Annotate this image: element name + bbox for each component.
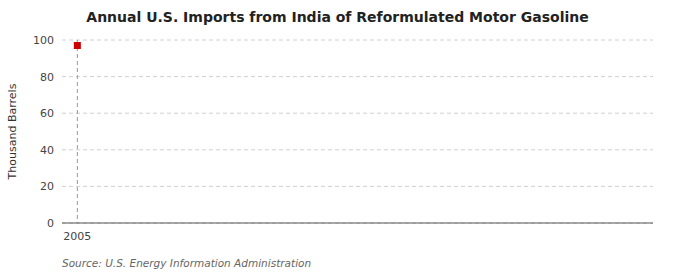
data-point (74, 42, 81, 49)
grid-line (62, 149, 653, 150)
x-axis-line (62, 223, 653, 224)
grid-line (62, 223, 653, 224)
y-tick-label: 20 (40, 180, 54, 193)
background (0, 0, 675, 275)
y-tick-label: 100 (33, 34, 54, 47)
title: Annual U.S. Imports from India of Reform… (86, 9, 588, 25)
y-tick-label: 80 (40, 71, 54, 84)
y-grid (62, 40, 653, 223)
x-reference-line (77, 40, 78, 223)
y-tick-label: 60 (40, 107, 54, 120)
grid-line (62, 113, 653, 114)
y-axis-label: Thousand Barrels (6, 83, 19, 180)
grid-line (62, 186, 653, 187)
x-tick-label: 2005 (63, 230, 91, 243)
chart: Annual U.S. Imports from India of Reform… (0, 0, 675, 275)
y-tick-label: 0 (47, 217, 54, 230)
marks (74, 42, 81, 49)
source-text: Source: U.S. Energy Information Administ… (62, 257, 311, 269)
y-tick-label: 40 (40, 144, 54, 157)
grid-line (62, 76, 653, 77)
grid-line (62, 40, 653, 41)
chart-container: Annual U.S. Imports from India of Reform… (0, 0, 675, 275)
